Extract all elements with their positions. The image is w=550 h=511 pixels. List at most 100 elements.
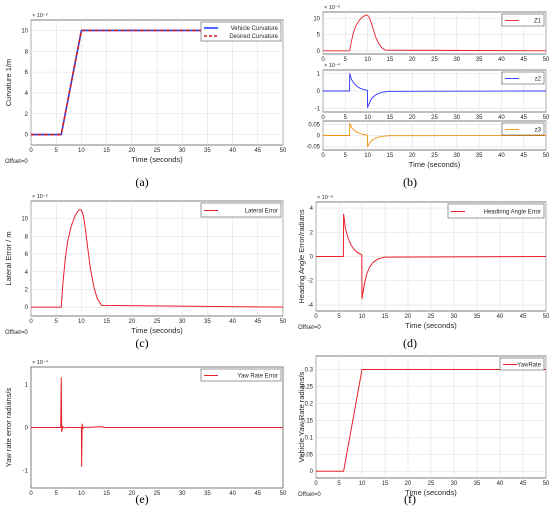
y-tick-label: 0.05 <box>301 452 313 458</box>
legend-entry: Vehicle Curvature <box>231 26 279 32</box>
x-axis-label: Time (seconds) <box>405 321 457 330</box>
y-axis-label: Yaw rate error radians/s <box>4 388 13 468</box>
x-tick-label: 5 <box>55 491 59 497</box>
x-tick-label: 0 <box>314 314 318 320</box>
y-tick-label: 10 <box>21 28 28 34</box>
y-tick-label: -0.05 <box>306 145 320 151</box>
series-line <box>316 369 546 472</box>
x-tick-label: 5 <box>344 57 348 63</box>
series-line <box>323 14 547 52</box>
y-tick-label: -2 <box>308 279 314 285</box>
legend-box <box>499 357 545 371</box>
chart-e: 0 5 10 15 20 25 30 35 40 45 50 -1 0 1 × 10⁻⁴ Yaw rate e… <box>4 359 287 506</box>
axis-exponent: × 10⁻⁴ <box>324 62 341 69</box>
x-tick-label: 30 <box>179 319 186 325</box>
series-line <box>31 209 284 308</box>
x-tick-label: 15 <box>382 481 389 487</box>
y-tick-label: 0 <box>317 134 321 140</box>
x-tick-label: 10 <box>364 115 371 121</box>
x-tick-label: 40 <box>498 153 505 159</box>
x-tick-label: 25 <box>431 57 438 63</box>
axis-exponent: × 10⁻⁵ <box>32 193 48 200</box>
x-tick-label: 35 <box>474 481 481 487</box>
x-tick-label: 0 <box>321 115 325 121</box>
x-tick-label: 25 <box>154 491 161 497</box>
legend-entry: Desired Curvature <box>229 34 278 40</box>
legend-box <box>501 122 545 136</box>
legend-entry: Z1 <box>534 19 542 25</box>
legend-entry: YawRate <box>517 363 542 369</box>
legend-box <box>200 368 282 382</box>
x-tick-label: 40 <box>229 148 236 154</box>
x-tick-label: 20 <box>405 481 412 487</box>
x-tick-label: 45 <box>254 148 261 154</box>
x-tick-label: 25 <box>154 148 161 154</box>
y-tick-label: 10 <box>313 16 320 22</box>
x-tick-label: 20 <box>409 153 416 159</box>
chart-f: 0 5 10 15 20 25 30 35 40 45 50 0 0.05 0.1 0.15 0.2 0.25 0… <box>297 355 550 506</box>
x-tick-label: 50 <box>543 57 550 63</box>
y-tick-label: 0 <box>25 305 29 311</box>
y-tick-label: 0.1 <box>305 435 314 441</box>
legend-entry: Lateral Error <box>245 209 278 215</box>
legend-box <box>447 203 545 219</box>
offset-label: Offset=0 <box>5 159 28 165</box>
x-tick-label: 10 <box>78 319 85 325</box>
panel-label: (a) <box>135 175 148 189</box>
x-tick-label: 45 <box>254 319 261 325</box>
axis-exponent: × 10⁻⁵ <box>324 4 340 11</box>
y-tick-label: 10 <box>21 217 28 223</box>
x-tick-label: 50 <box>543 481 550 487</box>
chart-a: 0 5 10 15 20 25 30 35 40 45 50 0 2 4 6 8 10 × 10⁻³ Time (s… <box>4 13 287 189</box>
x-tick-label: 5 <box>55 148 59 154</box>
y-tick-label: 0 <box>310 255 314 261</box>
x-tick-label: 15 <box>103 148 110 154</box>
x-tick-label: 50 <box>543 314 550 320</box>
x-tick-label: 0 <box>29 319 33 325</box>
x-tick-label: 10 <box>78 491 85 497</box>
x-tick-label: 5 <box>55 319 59 325</box>
x-tick-label: 45 <box>520 115 527 121</box>
legend: Yaw Rate Error <box>200 368 282 382</box>
x-tick-label: 20 <box>128 148 135 154</box>
x-tick-label: 20 <box>409 57 416 63</box>
x-tick-label: 25 <box>428 481 435 487</box>
y-tick-label: 1 <box>25 382 29 388</box>
y-axis-label: Vehicle Yaw Rate radians/s <box>297 371 306 462</box>
x-tick-label: 25 <box>431 115 438 121</box>
x-tick-label: 5 <box>337 314 341 320</box>
x-tick-label: 25 <box>431 153 438 159</box>
x-tick-label: 5 <box>344 115 348 121</box>
chart-c: 0 5 10 15 20 25 30 35 40 45 50 0 2 4 6 8 10 × 10⁻⁵ Time (s… <box>4 193 287 350</box>
y-tick-label: 0 <box>310 469 314 475</box>
y-tick-label: 0.05 <box>308 122 320 128</box>
x-tick-label: 10 <box>364 153 371 159</box>
y-tick-label: 4 <box>25 270 29 276</box>
axis-exponent: × 10⁻³ <box>32 13 48 19</box>
x-tick-label: 25 <box>154 319 161 325</box>
x-tick-label: 15 <box>103 491 110 497</box>
legend-box <box>200 21 282 42</box>
y-tick-label: 0.2 <box>305 401 314 407</box>
legend-box <box>501 71 545 85</box>
x-tick-label: 50 <box>280 491 287 497</box>
x-axis-label: Time (seconds) <box>131 155 183 164</box>
panel-label: (e) <box>135 492 148 506</box>
x-tick-label: 50 <box>543 153 550 159</box>
legend-entry: z2 <box>535 77 542 83</box>
y-tick-label: 0 <box>317 89 321 95</box>
x-tick-label: 45 <box>520 153 527 159</box>
legend: Lateral Error <box>200 202 282 218</box>
legend: z2 <box>501 71 545 85</box>
legend: Headinng Angle Error <box>447 203 545 219</box>
legend-entry: Headinng Angle Error <box>484 210 541 216</box>
x-tick-label: 50 <box>280 319 287 325</box>
series-line <box>323 122 547 148</box>
series-line <box>323 73 547 109</box>
chart-d: 0 5 10 15 20 25 30 35 40 45 50 -4 -2 0 2 4× 10⁻⁶ Time (s… <box>297 194 550 350</box>
y-tick-label: 2 <box>310 230 314 236</box>
y-tick-label: 0.15 <box>301 418 313 424</box>
x-axis-label: Time (seconds) <box>131 326 183 335</box>
x-tick-label: 15 <box>387 57 394 63</box>
x-tick-label: 45 <box>254 491 261 497</box>
